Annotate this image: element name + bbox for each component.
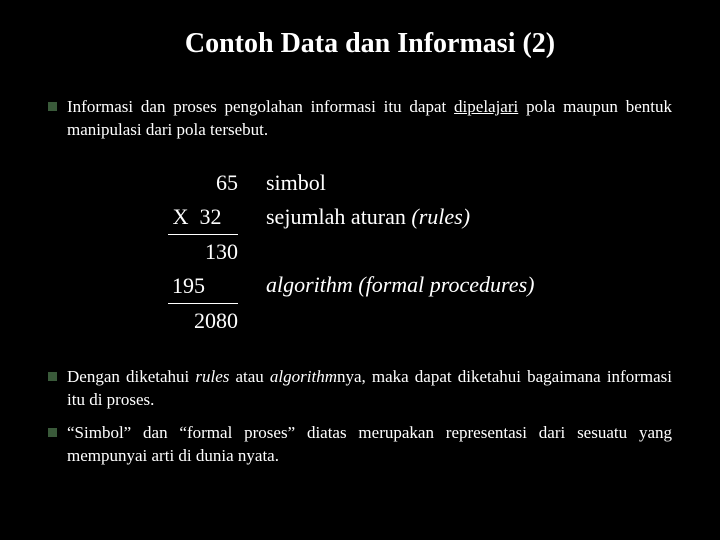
bullet-marker-icon bbox=[48, 372, 57, 381]
bullet-2-mid: atau bbox=[229, 367, 270, 386]
math-r4-num: 195 bbox=[172, 273, 205, 298]
bullet-3: “Simbol” dan “formal proses” diatas meru… bbox=[48, 422, 672, 468]
label-column: simbol sejumlah aturan (rules) algorithm… bbox=[266, 166, 672, 338]
bullet-2-it1: rules bbox=[195, 367, 229, 386]
example-block: 65 X 32 130 195 2080 simbol sejumlah atu… bbox=[118, 166, 672, 338]
bullet-2-text: Dengan diketahui rules atau algorithmnya… bbox=[67, 366, 672, 412]
bullet-2-it2: algorithm bbox=[270, 367, 337, 386]
bullet-2-pre: Dengan diketahui bbox=[67, 367, 195, 386]
math-row-3: 130 bbox=[118, 235, 238, 269]
label-r2-pre: sejumlah aturan bbox=[266, 204, 411, 229]
bullet-marker-icon bbox=[48, 102, 57, 111]
math-row-4: 195 bbox=[118, 269, 238, 304]
bullet-marker-icon bbox=[48, 428, 57, 437]
label-row-1: simbol bbox=[266, 166, 672, 200]
math-r2-pre: X bbox=[173, 204, 200, 229]
bullet-1-underlined: dipelajari bbox=[454, 97, 518, 116]
bullet-3-text: “Simbol” dan “formal proses” diatas meru… bbox=[67, 422, 672, 468]
label-row-5 bbox=[266, 302, 672, 336]
label-row-3 bbox=[266, 234, 672, 268]
label-row-4: algorithm (formal procedures) bbox=[266, 268, 672, 302]
bullet-2: Dengan diketahui rules atau algorithmnya… bbox=[48, 366, 672, 412]
math-column: 65 X 32 130 195 2080 bbox=[118, 166, 238, 338]
bullet-1: Informasi dan proses pengolahan informas… bbox=[48, 96, 672, 142]
bullet-1-text: Informasi dan proses pengolahan informas… bbox=[67, 96, 672, 142]
math-row-2: X 32 bbox=[118, 200, 238, 235]
label-row-2: sejumlah aturan (rules) bbox=[266, 200, 672, 234]
slide-title: Contoh Data dan Informasi (2) bbox=[68, 28, 672, 60]
math-r2-num: 32 bbox=[200, 204, 222, 229]
math-row-1: 65 bbox=[118, 166, 238, 200]
bullet-1-pre: Informasi dan proses pengolahan informas… bbox=[67, 97, 454, 116]
label-r2-italic: (rules) bbox=[411, 204, 470, 229]
math-row-5: 2080 bbox=[118, 304, 238, 338]
slide-container: Contoh Data dan Informasi (2) Informasi … bbox=[0, 0, 720, 508]
